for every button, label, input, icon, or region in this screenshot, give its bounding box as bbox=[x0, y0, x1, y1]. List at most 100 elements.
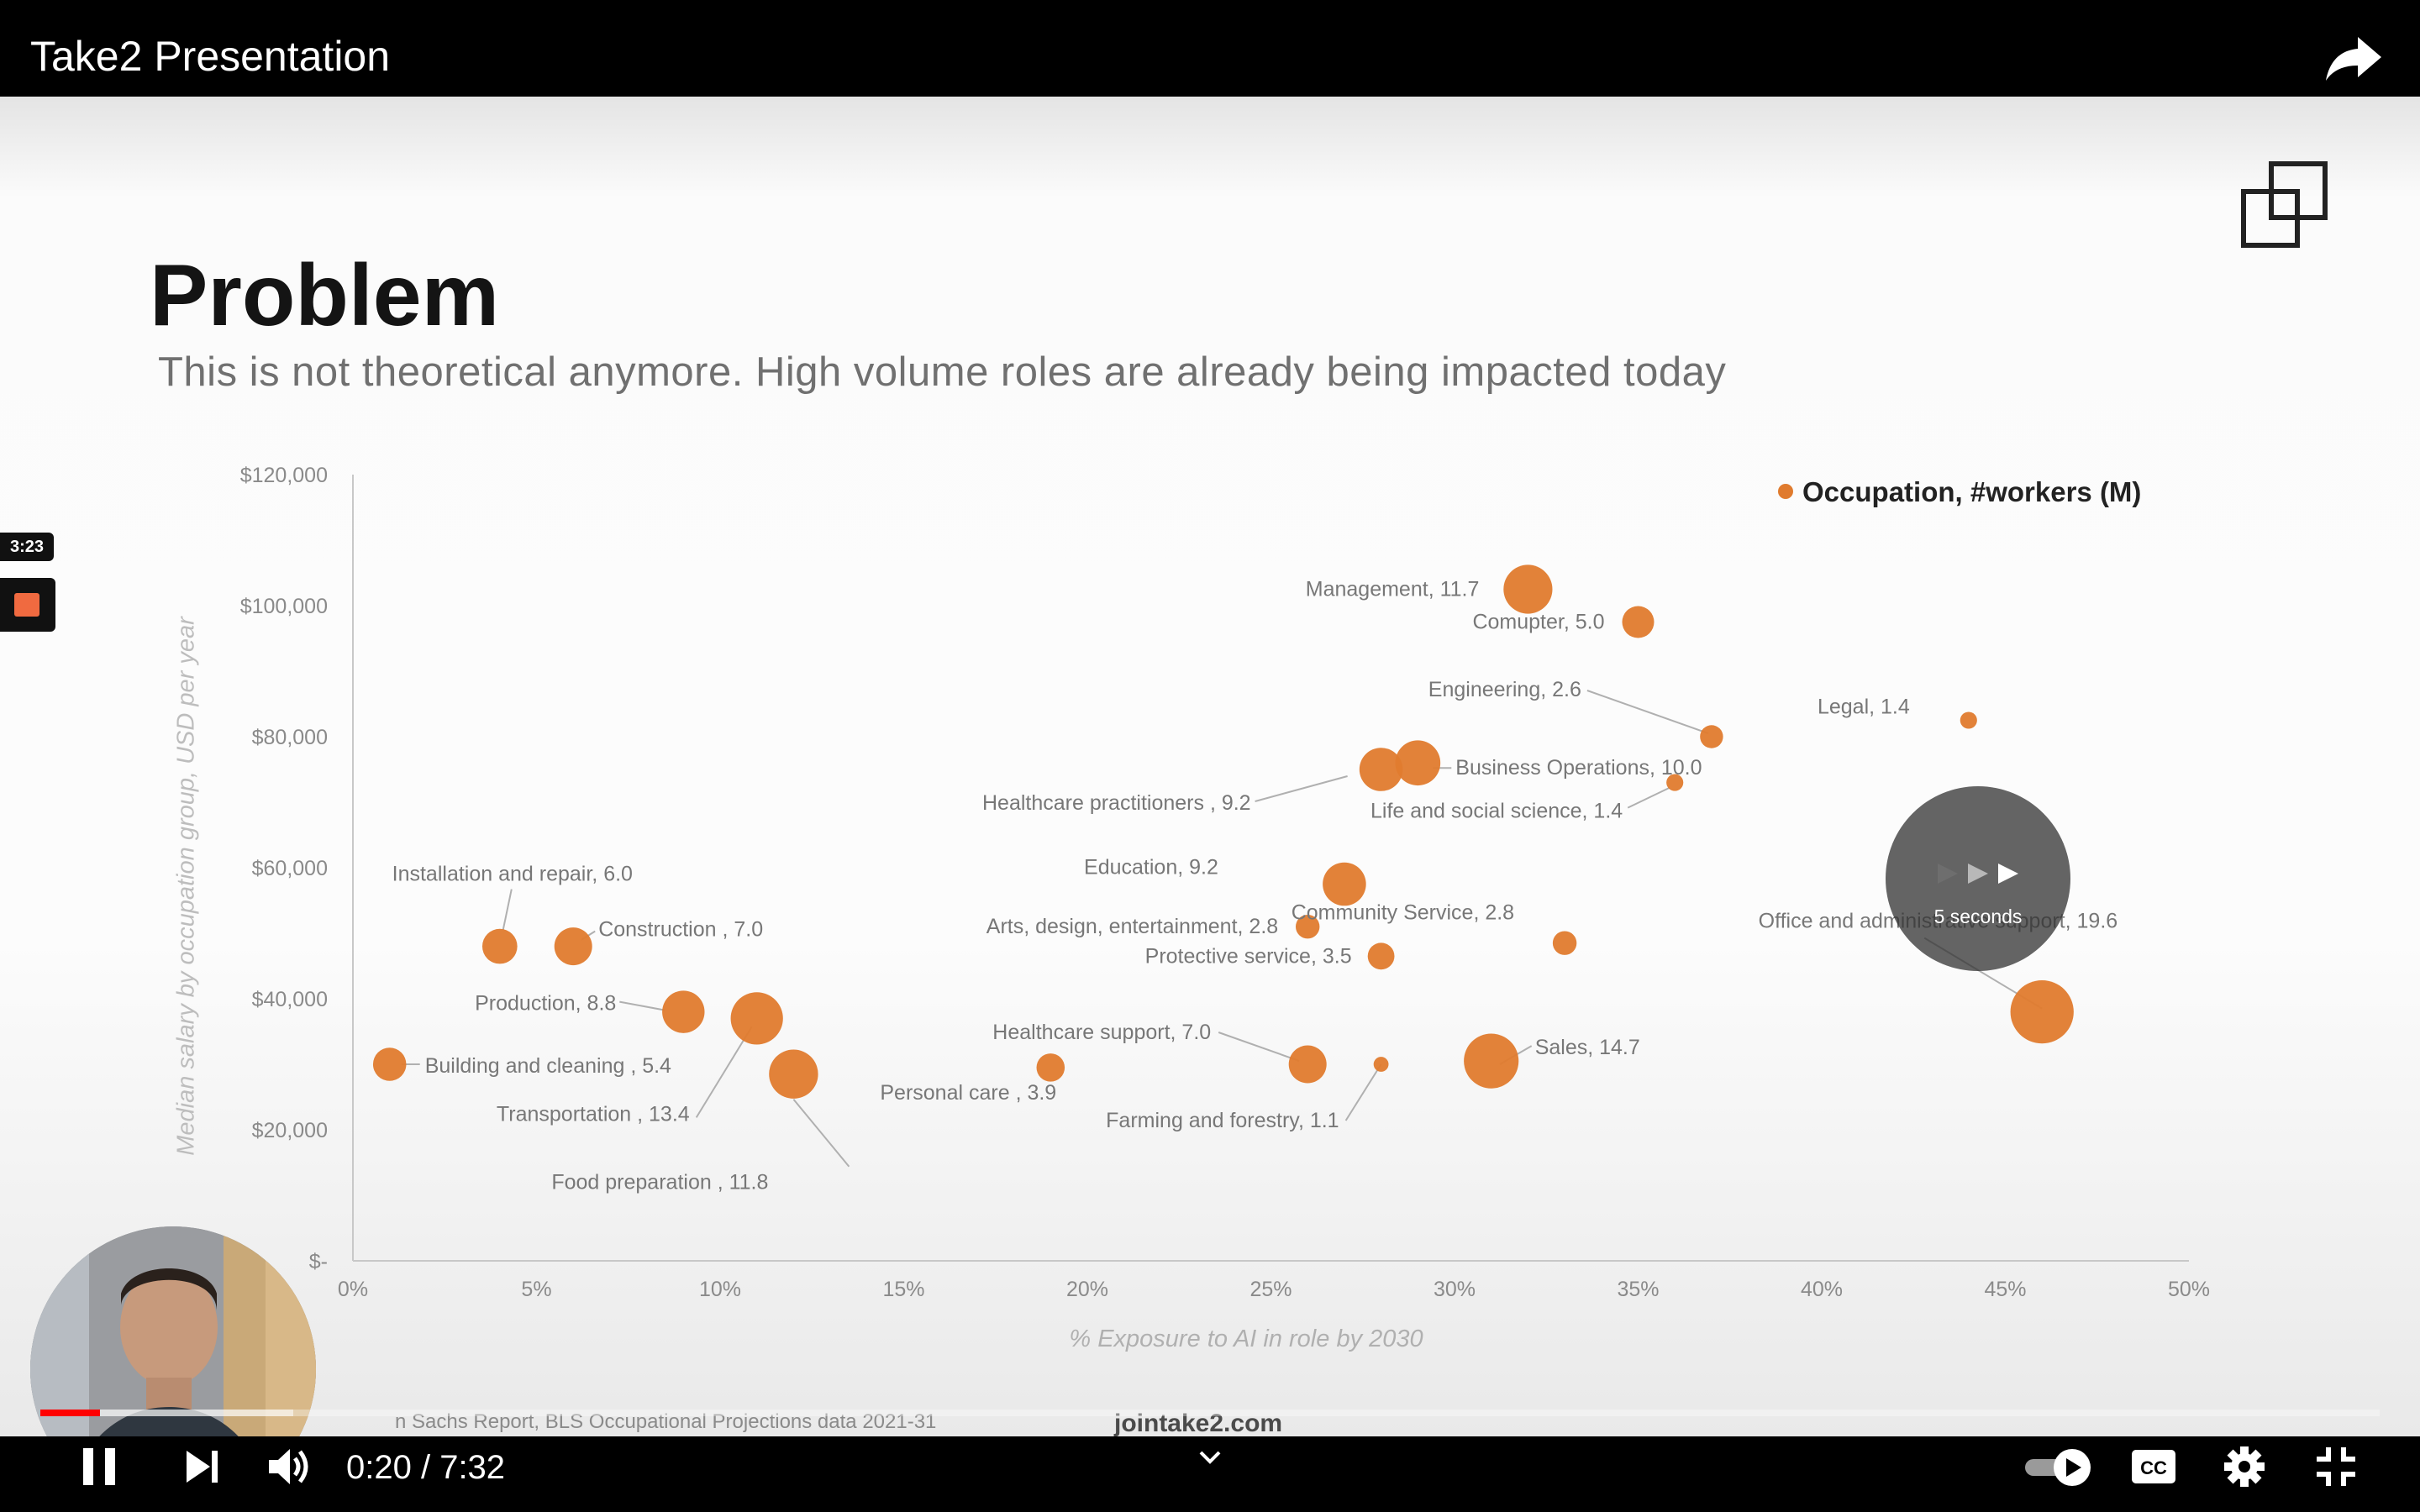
bubble-label: Protective service, 3.5 bbox=[1145, 944, 1352, 968]
x-tick-label: 50% bbox=[2168, 1278, 2210, 1301]
bubble-label: Food preparation , 11.8 bbox=[551, 1171, 768, 1194]
bubble-point bbox=[1503, 564, 1553, 614]
bubble-label: Healthcare practitioners , 9.2 bbox=[982, 791, 1251, 815]
bubble-point bbox=[1295, 914, 1320, 939]
exit-fullscreen-icon[interactable] bbox=[2315, 1446, 2357, 1488]
bubble-chart: Management, 11.7 Comupter, 5.0 Engineering… bbox=[240, 464, 2210, 1301]
bubble-point bbox=[1622, 606, 1655, 638]
seek-bar[interactable] bbox=[40, 1410, 2380, 1416]
bubble-label: Comupter, 5.0 bbox=[1472, 611, 1604, 634]
buffered-bar bbox=[40, 1410, 293, 1416]
settings-icon[interactable] bbox=[2223, 1445, 2266, 1488]
slide-url: jointake2.com bbox=[1114, 1410, 1283, 1436]
fast-forward-icon bbox=[1938, 864, 2018, 884]
presentation-slide: Problem This is not theoretical anymore.… bbox=[0, 97, 2420, 1436]
player-controls bbox=[0, 1436, 2420, 1512]
skip-label: 5 seconds bbox=[1933, 906, 2023, 927]
bubble-label: Legal, 1.4 bbox=[1818, 696, 1910, 719]
bubble-point bbox=[1552, 931, 1577, 955]
x-tick-label: 25% bbox=[1249, 1278, 1292, 1301]
bubble-point bbox=[2010, 979, 2074, 1044]
x-tick-label: 45% bbox=[1984, 1278, 2026, 1301]
chapter-timestamp: 3:23 bbox=[0, 533, 54, 561]
played-bar bbox=[40, 1410, 100, 1416]
x-tick-label: 35% bbox=[1617, 1278, 1659, 1301]
y-tick-label: $80,000 bbox=[252, 726, 328, 749]
x-tick-label: 10% bbox=[699, 1278, 741, 1301]
slide-subtitle: This is not theoretical anymore. High vo… bbox=[158, 349, 1727, 395]
bubble-point bbox=[769, 1049, 818, 1099]
bubble-point bbox=[481, 928, 518, 964]
top-bar: Take2 Presentation bbox=[0, 0, 2420, 97]
chevron-down-icon[interactable] bbox=[1197, 1449, 1223, 1466]
leader-line bbox=[1586, 690, 1709, 734]
pip-icon[interactable] bbox=[2239, 160, 2332, 252]
bubble-point bbox=[1367, 942, 1395, 970]
autoplay-toggle[interactable] bbox=[2023, 1447, 2092, 1488]
bubble-point bbox=[1464, 1033, 1519, 1089]
stop-icon bbox=[14, 593, 39, 617]
bubble-point bbox=[1700, 725, 1723, 748]
x-tick-label: 20% bbox=[1066, 1278, 1108, 1301]
bubble-point bbox=[554, 927, 592, 966]
bubble-point bbox=[372, 1047, 407, 1081]
bubble-point bbox=[1359, 748, 1403, 791]
bubble-label: Engineering, 2.6 bbox=[1428, 678, 1581, 701]
source-note: n Sachs Report, BLS Occupational Project… bbox=[395, 1410, 937, 1433]
bubble-label: Building and cleaning , 5.4 bbox=[425, 1054, 671, 1078]
video-title[interactable]: Take2 Presentation bbox=[30, 33, 391, 80]
bubble-label: Life and social science, 1.4 bbox=[1370, 800, 1623, 823]
bubble-label: Farming and forestry, 1.1 bbox=[1106, 1109, 1339, 1132]
y-axis-label: Median salary by occupation group, USD p… bbox=[172, 617, 200, 1156]
bubble-point bbox=[1036, 1053, 1065, 1082]
leader-line bbox=[695, 1026, 753, 1118]
y-tick-label: $40,000 bbox=[252, 988, 328, 1011]
leader-line bbox=[502, 889, 513, 930]
bubble-label: Production, 8.8 bbox=[475, 992, 616, 1016]
bubble-label: Personal care , 3.9 bbox=[880, 1081, 1056, 1105]
share-icon[interactable] bbox=[2324, 34, 2383, 84]
pause-icon[interactable] bbox=[78, 1445, 122, 1488]
leader-line bbox=[1218, 1032, 1300, 1062]
leader-line bbox=[1344, 1063, 1382, 1121]
bubble-label: Arts, design, entertainment, 2.8 bbox=[986, 915, 1278, 938]
bubble-label: Construction , 7.0 bbox=[598, 918, 763, 942]
y-tick-label: $120,000 bbox=[240, 464, 328, 487]
x-tick-label: 40% bbox=[1801, 1278, 1843, 1301]
bubble-label: Community Service, 2.8 bbox=[1292, 901, 1514, 925]
x-tick-label: 0% bbox=[338, 1278, 368, 1301]
bubble-point bbox=[730, 992, 783, 1045]
bubble-point bbox=[662, 990, 705, 1033]
volume-icon[interactable] bbox=[267, 1446, 314, 1488]
captions-icon[interactable]: CC bbox=[2131, 1449, 2176, 1484]
bubble-label: Sales, 14.7 bbox=[1535, 1036, 1640, 1059]
leader-line bbox=[1627, 786, 1670, 809]
bubble-point bbox=[1323, 862, 1366, 906]
bubble-point bbox=[1288, 1045, 1327, 1084]
y-tick-label: $60,000 bbox=[252, 857, 328, 880]
x-tick-label: 15% bbox=[882, 1278, 924, 1301]
legend-label: Occupation, #workers (M) bbox=[1802, 476, 2141, 507]
bubble-point bbox=[1395, 740, 1441, 786]
leader-line bbox=[619, 1000, 666, 1011]
skip-forward-overlay[interactable]: 5 seconds bbox=[1886, 786, 2070, 971]
x-tick-label: 30% bbox=[1434, 1278, 1476, 1301]
bubble-label: Education, 9.2 bbox=[1084, 856, 1218, 879]
bubble-label: Healthcare support, 7.0 bbox=[992, 1021, 1211, 1044]
bubble-point bbox=[1373, 1057, 1389, 1072]
x-axis-label: % Exposure to AI in role by 2030 bbox=[1069, 1326, 1423, 1352]
y-tick-label: $20,000 bbox=[252, 1119, 328, 1142]
svg-text:CC: CC bbox=[2140, 1457, 2167, 1478]
bubble-label: Management, 11.7 bbox=[1306, 578, 1480, 601]
record-stop-button[interactable] bbox=[0, 578, 55, 632]
bubble-label: Installation and repair, 6.0 bbox=[392, 863, 633, 886]
leader-line bbox=[1255, 775, 1348, 802]
x-tick-label: 5% bbox=[521, 1278, 551, 1301]
bubble-label: Transportation , 13.4 bbox=[497, 1102, 690, 1126]
bubble-point bbox=[1960, 711, 1977, 729]
legend-marker bbox=[1778, 484, 1793, 499]
bubble-label: Business Operations, 10.0 bbox=[1455, 756, 1702, 780]
next-icon[interactable] bbox=[183, 1447, 222, 1486]
y-tick-label: $- bbox=[309, 1250, 328, 1273]
time-display: 0:20 / 7:32 bbox=[346, 1449, 506, 1486]
